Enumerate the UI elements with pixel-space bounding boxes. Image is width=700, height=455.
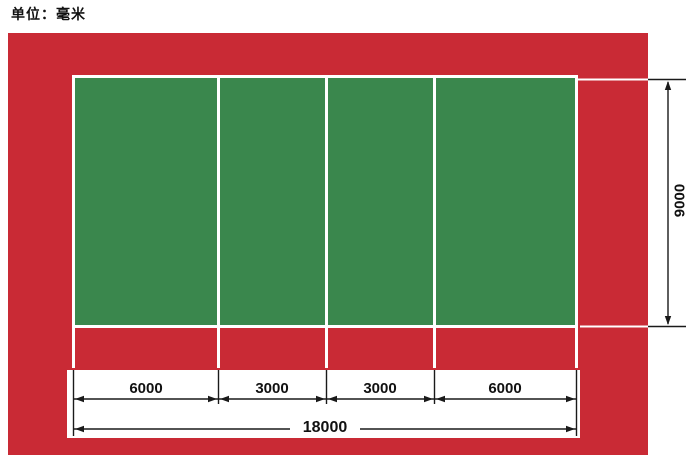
- court-line-3: [433, 78, 436, 325]
- dimension-label-3000-right: 3000: [363, 380, 397, 397]
- unit-label: 单位：毫米: [11, 6, 86, 22]
- dimension-label-6000-left: 6000: [129, 380, 163, 397]
- dimension-label-3000-left: 3000: [255, 380, 289, 397]
- dimension-label-height: 9000: [671, 183, 689, 218]
- court-line-1: [217, 78, 220, 325]
- dimension-label-total-width: 18000: [292, 419, 358, 437]
- court-center-line: [325, 78, 328, 325]
- dimension-label-6000-right: 6000: [488, 380, 522, 397]
- green-court: [72, 75, 578, 328]
